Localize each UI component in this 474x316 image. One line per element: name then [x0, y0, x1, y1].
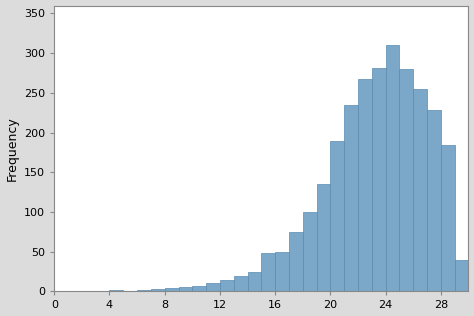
Bar — [330, 141, 344, 291]
Bar — [151, 289, 164, 291]
Bar — [372, 68, 386, 291]
Bar — [192, 286, 206, 291]
Bar — [400, 69, 413, 291]
Bar — [109, 290, 123, 291]
Bar — [289, 232, 303, 291]
Bar — [358, 79, 372, 291]
Bar — [441, 144, 455, 291]
Bar — [179, 288, 192, 291]
Bar — [164, 288, 179, 291]
Bar — [344, 105, 358, 291]
Bar — [234, 276, 247, 291]
Bar — [317, 184, 330, 291]
Bar — [303, 212, 317, 291]
Bar — [206, 283, 220, 291]
Bar — [455, 260, 468, 291]
Bar — [386, 45, 400, 291]
Bar — [220, 280, 234, 291]
Bar — [427, 110, 441, 291]
Y-axis label: Frequency: Frequency — [6, 116, 18, 181]
Bar — [275, 252, 289, 291]
Bar — [261, 253, 275, 291]
Bar — [137, 290, 151, 291]
Bar — [247, 271, 261, 291]
Bar — [413, 89, 427, 291]
